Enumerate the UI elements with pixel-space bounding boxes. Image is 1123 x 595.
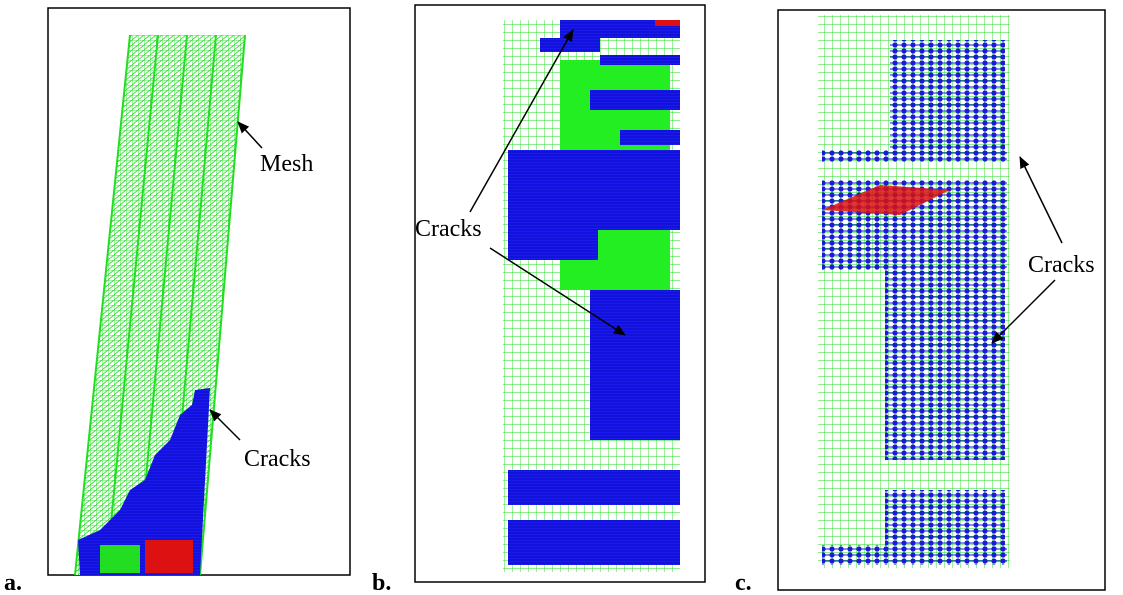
- annotation: Cracks: [1028, 252, 1095, 278]
- arrow: [210, 410, 240, 440]
- figure: Mesh Cracks a. Cracks b.: [0, 0, 1123, 595]
- annotation: Cracks: [415, 216, 482, 242]
- panel-a: Mesh Cracks a.: [4, 8, 350, 595]
- panel-label: a.: [4, 570, 22, 595]
- mesh-patch: [100, 545, 140, 573]
- annotation: Cracks: [244, 446, 311, 472]
- panel-c: Cracks c.: [735, 10, 1105, 595]
- crack-patch-red: [145, 540, 193, 573]
- arrow: [1020, 157, 1062, 243]
- crack-patch-red: [655, 20, 680, 26]
- arrow: [238, 122, 262, 148]
- panel-label: c.: [735, 570, 752, 595]
- annotation: Mesh: [260, 151, 313, 177]
- panel-b: Cracks b.: [372, 5, 705, 595]
- panel-label: b.: [372, 570, 391, 595]
